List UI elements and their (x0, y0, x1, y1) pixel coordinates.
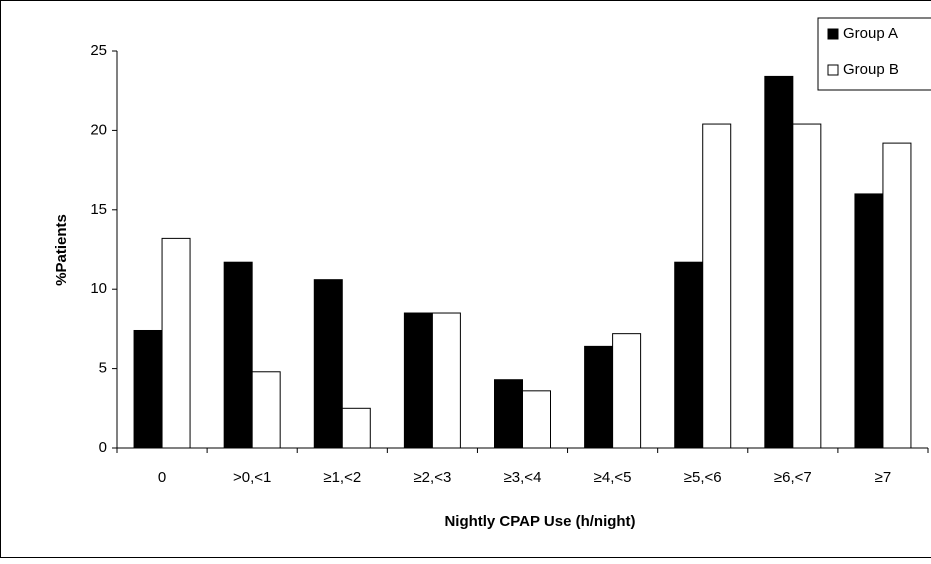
bar (314, 280, 342, 448)
bar (703, 124, 731, 448)
bar (855, 194, 883, 448)
x-tick-label: ≥3,<4 (504, 469, 542, 486)
legend-swatch (828, 29, 838, 39)
bar (765, 76, 793, 448)
y-tick-label: 10 (90, 280, 107, 297)
y-tick-label: 25 (90, 42, 107, 59)
x-tick-label: ≥6,<7 (774, 469, 812, 486)
y-tick-label: 20 (90, 121, 107, 138)
bar (495, 380, 523, 448)
x-tick-label: 0 (158, 469, 166, 486)
bar (134, 330, 162, 448)
bar (585, 346, 613, 448)
bar (523, 391, 551, 448)
y-tick-label: 15 (90, 201, 107, 218)
bar (613, 334, 641, 448)
legend-swatch (828, 65, 838, 75)
x-tick-label: >0,<1 (233, 469, 271, 486)
x-tick-label: ≥1,<2 (323, 469, 361, 486)
bar (342, 408, 370, 448)
x-tick-label: ≥4,<5 (594, 469, 632, 486)
x-tick-label: ≥2,<3 (413, 469, 451, 486)
bar (432, 313, 460, 448)
bar (404, 313, 432, 448)
bar (793, 124, 821, 448)
y-tick-label: 5 (99, 360, 107, 377)
x-axis-label: Nightly CPAP Use (h/night) (444, 513, 635, 530)
bar (675, 262, 703, 448)
legend-label: Group B (843, 61, 899, 78)
y-tick-label: 0 (99, 439, 107, 456)
bar (224, 262, 252, 448)
x-tick-label: ≥5,<6 (684, 469, 722, 486)
bar (162, 238, 190, 448)
x-tick-label: ≥7 (875, 469, 892, 486)
y-axis-label: %Patients (53, 214, 70, 286)
legend-label: Group A (843, 25, 898, 42)
bar (252, 372, 280, 448)
bar (883, 143, 911, 448)
